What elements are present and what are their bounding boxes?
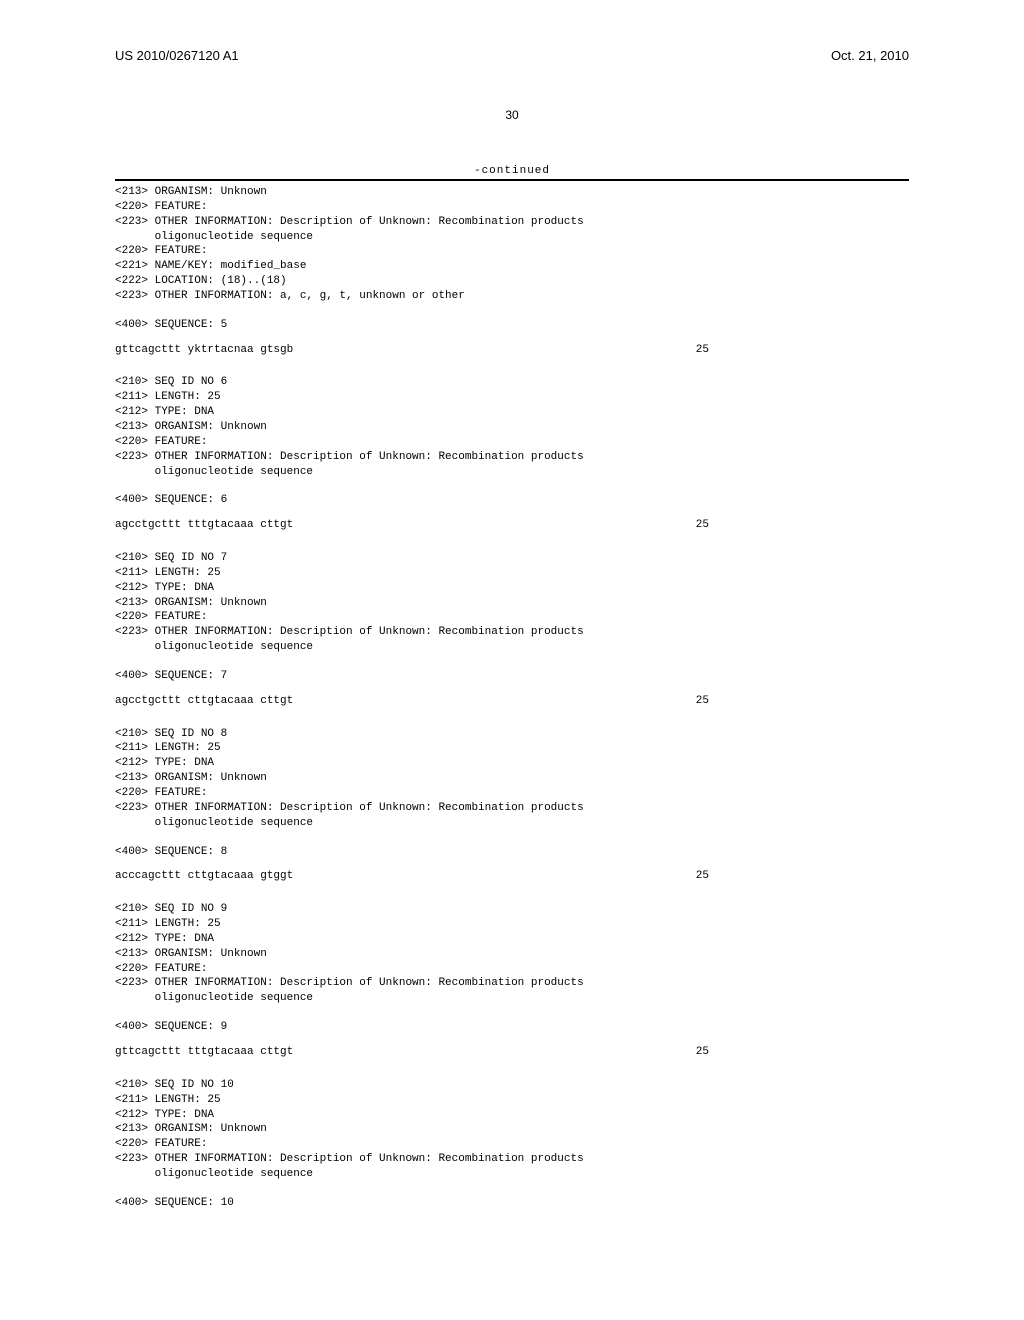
sequence-meta-line: oligonucleotide sequence xyxy=(115,991,909,1006)
sequence-length: 25 xyxy=(696,1045,909,1060)
sequence-length: 25 xyxy=(696,343,909,358)
sequence-meta-line: <213> ORGANISM: Unknown xyxy=(115,1122,909,1137)
sequence-meta-line: <220> FEATURE: xyxy=(115,244,909,259)
sequence-meta-line: oligonucleotide sequence xyxy=(115,816,909,831)
sequence-meta-line: <210> SEQ ID NO 10 xyxy=(115,1078,909,1093)
sequence-meta-line: <213> ORGANISM: Unknown xyxy=(115,420,909,435)
sequence-meta-line: <223> OTHER INFORMATION: Description of … xyxy=(115,801,909,816)
sequence-text: agcctgcttt tttgtacaaa cttgt xyxy=(115,518,293,533)
sequence-block: <210> SEQ ID NO 8<211> LENGTH: 25<212> T… xyxy=(115,727,909,885)
sequence-meta-line: oligonucleotide sequence xyxy=(115,230,909,245)
page-number: 30 xyxy=(0,108,1024,122)
sequence-meta-line: oligonucleotide sequence xyxy=(115,640,909,655)
sequence-meta-line: <223> OTHER INFORMATION: Description of … xyxy=(115,450,909,465)
sequence-meta-line: <223> OTHER INFORMATION: Description of … xyxy=(115,215,909,230)
sequence-text: gttcagcttt tttgtacaaa cttgt xyxy=(115,1045,293,1060)
sequence-length: 25 xyxy=(696,518,909,533)
publication-number: US 2010/0267120 A1 xyxy=(115,48,239,63)
sequence-meta-line: <212> TYPE: DNA xyxy=(115,756,909,771)
sequence-meta-line: <221> NAME/KEY: modified_base xyxy=(115,259,909,274)
sequence-meta-line: <211> LENGTH: 25 xyxy=(115,917,909,932)
sequence-meta-line: <210> SEQ ID NO 8 xyxy=(115,727,909,742)
sequence-meta-line: <220> FEATURE: xyxy=(115,200,909,215)
continued-label: -continued xyxy=(115,165,909,177)
sequence-meta-line: <211> LENGTH: 25 xyxy=(115,1093,909,1108)
sequence-line: gttcagcttt tttgtacaaa cttgt 25 xyxy=(115,1045,909,1060)
sequence-meta-line: <223> OTHER INFORMATION: Description of … xyxy=(115,1152,909,1167)
sequence-meta-line: <220> FEATURE: xyxy=(115,786,909,801)
sequence-meta-line: <223> OTHER INFORMATION: Description of … xyxy=(115,976,909,991)
sequence-meta-line: <223> OTHER INFORMATION: Description of … xyxy=(115,625,909,640)
sequence-text: agcctgcttt cttgtacaaa cttgt xyxy=(115,694,293,709)
sequence-block: <210> SEQ ID NO 9<211> LENGTH: 25<212> T… xyxy=(115,902,909,1060)
sequence-meta-line: <210> SEQ ID NO 7 xyxy=(115,551,909,566)
sequence-meta-line: <220> FEATURE: xyxy=(115,435,909,450)
sequence-meta-line: oligonucleotide sequence xyxy=(115,1167,909,1182)
sequence-block: <210> SEQ ID NO 10<211> LENGTH: 25<212> … xyxy=(115,1078,909,1211)
sequence-meta-line: <220> FEATURE: xyxy=(115,610,909,625)
publication-date: Oct. 21, 2010 xyxy=(831,48,909,63)
sequence-meta-line: <220> FEATURE: xyxy=(115,962,909,977)
sequence-meta-line: <213> ORGANISM: Unknown xyxy=(115,947,909,962)
sequence-line: agcctgcttt cttgtacaaa cttgt 25 xyxy=(115,694,909,709)
sequence-header: <400> SEQUENCE: 10 xyxy=(115,1196,909,1211)
sequence-listing-content: -continued <213> ORGANISM: Unknown<220> … xyxy=(115,165,909,1229)
sequence-header: <400> SEQUENCE: 7 xyxy=(115,669,909,684)
divider xyxy=(115,179,909,181)
sequence-meta-line: <220> FEATURE: xyxy=(115,1137,909,1152)
sequence-header: <400> SEQUENCE: 5 xyxy=(115,318,909,333)
sequence-meta-line: <210> SEQ ID NO 9 xyxy=(115,902,909,917)
sequence-text: acccagcttt cttgtacaaa gtggt xyxy=(115,869,293,884)
sequence-meta-line: <212> TYPE: DNA xyxy=(115,581,909,596)
sequence-line: agcctgcttt tttgtacaaa cttgt 25 xyxy=(115,518,909,533)
sequence-meta-line: <222> LOCATION: (18)..(18) xyxy=(115,274,909,289)
sequence-meta-line: <211> LENGTH: 25 xyxy=(115,741,909,756)
sequence-meta-line: <211> LENGTH: 25 xyxy=(115,390,909,405)
sequence-meta-line: <212> TYPE: DNA xyxy=(115,932,909,947)
sequence-meta-line: <210> SEQ ID NO 6 xyxy=(115,375,909,390)
sequence-block: <213> ORGANISM: Unknown<220> FEATURE:<22… xyxy=(115,185,909,357)
sequence-length: 25 xyxy=(696,694,909,709)
sequence-block: <210> SEQ ID NO 6<211> LENGTH: 25<212> T… xyxy=(115,375,909,533)
sequence-meta-line: <212> TYPE: DNA xyxy=(115,1108,909,1123)
sequence-meta-line: <223> OTHER INFORMATION: a, c, g, t, unk… xyxy=(115,289,909,304)
sequence-meta-line: oligonucleotide sequence xyxy=(115,465,909,480)
sequence-meta-line: <213> ORGANISM: Unknown xyxy=(115,185,909,200)
sequence-meta-line: <211> LENGTH: 25 xyxy=(115,566,909,581)
sequence-line: gttcagcttt yktrtacnaa gtsgb 25 xyxy=(115,343,909,358)
sequence-meta-line: <213> ORGANISM: Unknown xyxy=(115,596,909,611)
sequence-header: <400> SEQUENCE: 8 xyxy=(115,845,909,860)
sequence-block: <210> SEQ ID NO 7<211> LENGTH: 25<212> T… xyxy=(115,551,909,709)
sequence-text: gttcagcttt yktrtacnaa gtsgb xyxy=(115,343,293,358)
sequence-meta-line: <212> TYPE: DNA xyxy=(115,405,909,420)
sequence-meta-line: <213> ORGANISM: Unknown xyxy=(115,771,909,786)
sequence-line: acccagcttt cttgtacaaa gtggt 25 xyxy=(115,869,909,884)
sequence-length: 25 xyxy=(696,869,909,884)
sequence-header: <400> SEQUENCE: 9 xyxy=(115,1020,909,1035)
sequence-header: <400> SEQUENCE: 6 xyxy=(115,493,909,508)
